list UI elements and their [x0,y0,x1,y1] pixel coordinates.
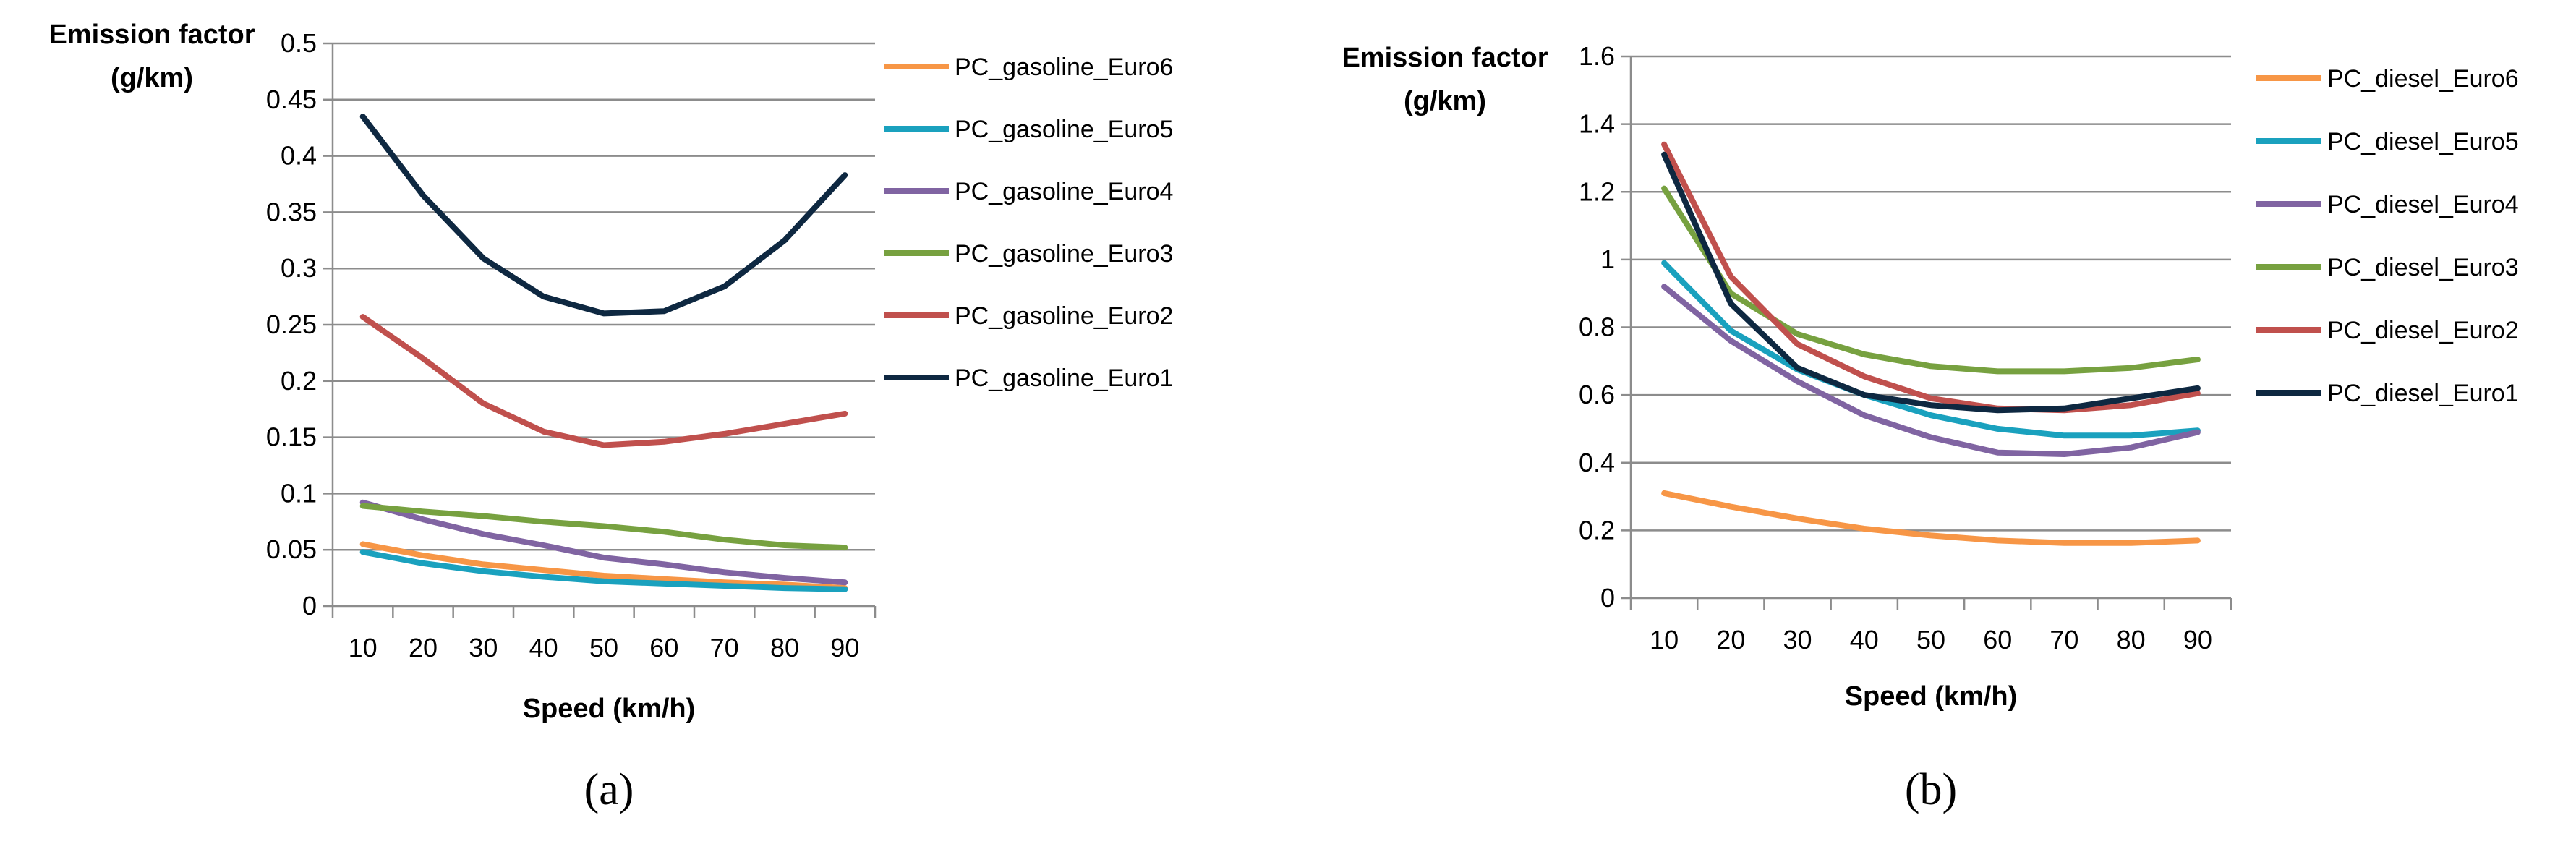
y-tick-label: 0.1 [281,478,317,508]
x-tick-label: 40 [529,633,558,662]
y-tick-label: 1.6 [1579,41,1615,71]
x-tick-label: 40 [1850,625,1879,655]
y-axis-title: Emission factor [1342,43,1548,73]
chart-panel-a: 0 0.05 0.1 0.15 0.2 0.25 0.3 0.35 0.4 0.45 0.5 10 20… [48,20,1173,814]
legend: PC_diesel_Euro6 PC_diesel_Euro5 PC_diesel_… [2256,65,2519,407]
x-axis-title: Speed (km/h) [1845,681,2018,712]
y-tick-label: 0.4 [1579,448,1615,477]
panel-label: (b) [1905,765,1957,814]
y-tick-label: 0.2 [281,366,317,396]
y-axis-unit: (g/km) [1404,86,1486,116]
y-tick-label: 1.2 [1579,176,1615,206]
series-line-pc-diesel-euro3 [1661,185,2201,375]
x-tick-label: 50 [589,633,618,662]
y-tick-label: 0.6 [1579,380,1615,409]
legend-label: PC_gasoline_Euro4 [955,178,1173,205]
series-line-pc-gasoline-euro6 [359,541,848,592]
y-tick-label: 0.5 [281,28,317,58]
x-tick-label: 10 [349,633,378,662]
y-axis-unit: (g/km) [111,63,193,93]
legend-label: PC_diesel_Euro3 [2327,254,2519,281]
x-tick-label: 80 [2117,625,2146,655]
series-line-pc-gasoline-euro4 [359,499,848,586]
y-tick-label: 0.45 [266,85,317,114]
series-line-pc-gasoline-euro5 [359,549,848,592]
y-tick-label: 0.2 [1579,515,1615,545]
x-tick-label: 20 [409,633,438,662]
series-line-pc-gasoline-euro1 [359,114,848,317]
y-tick-label: 0.05 [266,534,317,564]
legend-label: PC_diesel_Euro5 [2327,128,2519,155]
legend-label: PC_diesel_Euro4 [2327,191,2519,218]
series-line-pc-diesel-euro6 [1661,490,2201,546]
x-tick-label: 90 [2183,625,2212,655]
x-tick-label: 80 [770,633,799,662]
y-tick-label: 1 [1600,244,1615,274]
series-line-pc-diesel-euro4 [1661,284,2201,457]
x-tick-label: 60 [649,633,678,662]
y-tick-label: 0.3 [281,253,317,283]
x-axis-title: Speed (km/h) [523,694,696,724]
x-tick-label: 90 [830,633,859,662]
y-tick-label: 0.35 [266,197,317,226]
series-line-pc-diesel-euro2 [1661,141,2201,414]
y-tick-label: 0.15 [266,422,317,452]
panel-label: (a) [584,765,634,814]
x-tick-label: 50 [1916,625,1945,655]
y-tick-label: 1.4 [1579,109,1615,139]
series-line-pc-gasoline-euro2 [359,314,848,448]
x-tick-label: 30 [1783,625,1812,655]
y-tick-label: 0 [1600,583,1615,613]
y-axis-title: Emission factor [48,20,255,50]
legend-label: PC_gasoline_Euro3 [955,240,1173,268]
chart-panel-b: 0 0.2 0.4 0.6 0.8 1 1.2 1.4 1.6 10 20 30 40 50 60 70 80 9… [1342,41,2518,814]
y-tick-label: 0 [302,591,317,621]
legend-label: PC_gasoline_Euro2 [955,302,1173,330]
x-tick-label: 60 [1983,625,2012,655]
y-tick-label: 0.25 [266,310,317,339]
y-tick-label: 0.8 [1579,312,1615,342]
legend-label: PC_gasoline_Euro5 [955,116,1173,143]
legend-label: PC_gasoline_Euro1 [955,365,1173,392]
x-tick-label: 20 [1716,625,1745,655]
x-tick-label: 70 [710,633,739,662]
series-line-pc-gasoline-euro3 [359,503,848,551]
legend-label: PC_gasoline_Euro6 [955,54,1173,81]
legend-label: PC_diesel_Euro6 [2327,65,2519,93]
legend-label: PC_diesel_Euro1 [2327,380,2519,407]
y-tick-label: 0.4 [281,141,317,171]
series-line-pc-diesel-euro1 [1661,151,2201,414]
x-tick-label: 70 [2050,625,2078,655]
x-tick-label: 30 [469,633,498,662]
series-line-pc-diesel-euro5 [1661,260,2201,439]
legend: PC_gasoline_Euro6 PC_gasoline_Euro5 PC_gas… [884,54,1173,392]
x-tick-label: 10 [1650,625,1679,655]
legend-label: PC_diesel_Euro2 [2327,317,2519,344]
